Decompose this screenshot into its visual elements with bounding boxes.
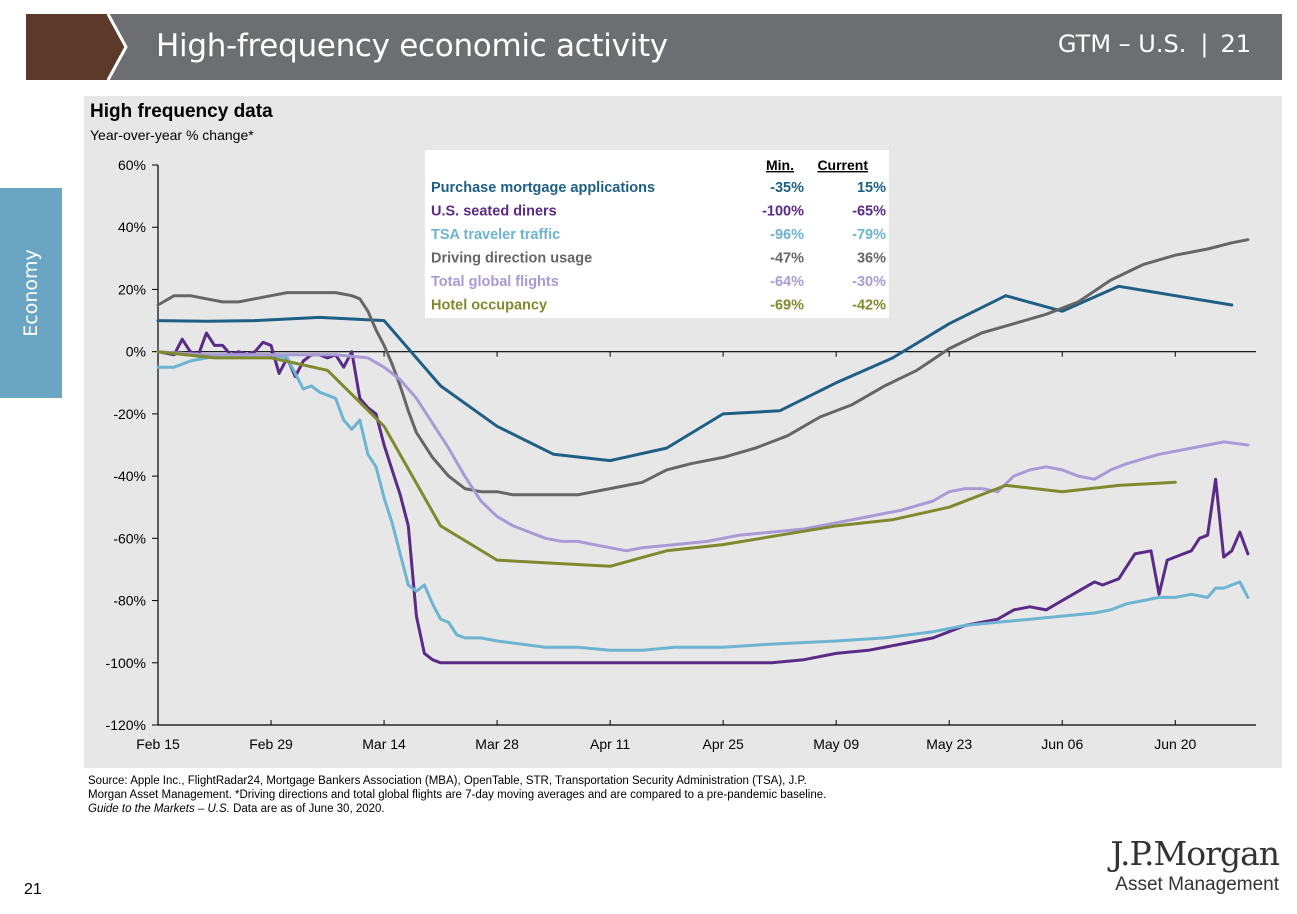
side-tab-economy[interactable]: Economy — [0, 188, 62, 398]
chart-axes: -120% -100% -80% -60% -40% -20% 0% 20% 40% 60% Feb… — [106, 157, 1256, 752]
source-line-2: Morgan Asset Management. *Driving direct… — [88, 789, 827, 801]
header-divider: | — [1200, 30, 1209, 58]
legend-series-current: -65% — [852, 204, 886, 220]
legend-series-min: -47% — [770, 251, 804, 267]
y-tick-label: -100% — [106, 655, 146, 671]
x-tick-label: Apr 11 — [590, 736, 630, 752]
x-tick-label: May 09 — [813, 736, 859, 752]
x-tick-label: May 23 — [926, 736, 972, 752]
series-line-u-s-seated-diners — [156, 331, 1250, 665]
legend-box — [425, 150, 889, 318]
legend-series-current: 15% — [857, 180, 886, 196]
series-line-tsa-traveler-traffic — [156, 353, 1250, 652]
y-tick-label: -40% — [113, 468, 146, 484]
legend-series-name: Purchase mortgage applications — [431, 180, 655, 196]
y-tick-label: -20% — [113, 406, 146, 422]
legend-series-current: -79% — [852, 227, 886, 243]
y-tick-label: -80% — [113, 593, 146, 609]
page-title: High-frequency economic activity — [156, 28, 668, 64]
legend-series-name: TSA traveler traffic — [431, 227, 560, 243]
y-tick-label: 40% — [118, 219, 146, 235]
legend-series-min: -100% — [762, 204, 804, 220]
y-tick-label: 0% — [126, 344, 146, 360]
chart-title: High frequency data — [90, 101, 273, 122]
chart-legend: Min. Current Purchase mortgage application… — [425, 150, 889, 318]
legend-header-current: Current — [817, 157, 868, 173]
data-date-note: Data are as of June 30, 2020. — [229, 803, 385, 815]
header-accent-block — [26, 14, 108, 80]
header-chevron-icon — [98, 14, 128, 80]
header-page-number: 21 — [1220, 30, 1251, 58]
legend-series-current: -30% — [852, 274, 886, 290]
y-tick-label: -60% — [113, 530, 146, 546]
y-tick-label: 20% — [118, 281, 146, 297]
chart-subtitle: Year-over-year % change* — [90, 127, 254, 143]
logo-subtitle: Asset Management — [1115, 874, 1279, 895]
x-tick-label: Feb 29 — [249, 736, 293, 752]
legend-series-min: -69% — [770, 298, 804, 314]
y-tick-label: 60% — [118, 157, 146, 173]
x-tick-label: Mar 14 — [362, 736, 406, 752]
legend-series-name: Driving direction usage — [431, 251, 592, 267]
section-label: GTM – U.S. — [1057, 30, 1187, 58]
legend-series-min: -35% — [770, 180, 804, 196]
series-line-total-global-flights — [156, 350, 1250, 553]
x-tick-label: Jun 06 — [1041, 736, 1083, 752]
legend-series-name: Hotel occupancy — [431, 298, 547, 314]
series-line-purchase-mortgage-applications — [156, 284, 1234, 463]
logo-name: J.P.Morgan — [1110, 834, 1280, 873]
header-section: GTM – U.S. | 21 — [1058, 30, 1251, 58]
source-note: Source: Apple Inc., FlightRadar24, Mortg… — [88, 774, 1068, 816]
guide-title: Guide to the Markets – U.S. — [88, 803, 230, 815]
series-line-hotel-occupancy — [156, 350, 1177, 568]
x-tick-label: Apr 25 — [703, 736, 744, 752]
legend-series-current: 36% — [857, 251, 886, 267]
header-bar — [26, 14, 1282, 80]
legend-series-current: -42% — [852, 298, 886, 314]
source-line-1: Source: Apple Inc., FlightRadar24, Mortg… — [88, 775, 807, 787]
chart-series — [156, 238, 1250, 665]
legend-series-name: U.S. seated diners — [431, 204, 557, 220]
jpmorgan-logo: J.P.Morgan Asset Management — [1110, 834, 1280, 896]
x-tick-label: Feb 15 — [136, 736, 180, 752]
x-tick-label: Mar 28 — [475, 736, 519, 752]
source-line-3: Guide to the Markets – U.S. Data are as … — [88, 802, 1068, 816]
footer-page-number: 21 — [24, 881, 42, 898]
x-tick-label: Jun 20 — [1154, 736, 1196, 752]
legend-series-min: -64% — [770, 274, 804, 290]
legend-series-min: -96% — [770, 227, 804, 243]
y-tick-label: -120% — [106, 717, 146, 733]
series-line-driving-direction-usage — [156, 238, 1250, 497]
legend-series-name: Total global flights — [431, 274, 559, 290]
legend-header-min: Min. — [766, 157, 794, 173]
